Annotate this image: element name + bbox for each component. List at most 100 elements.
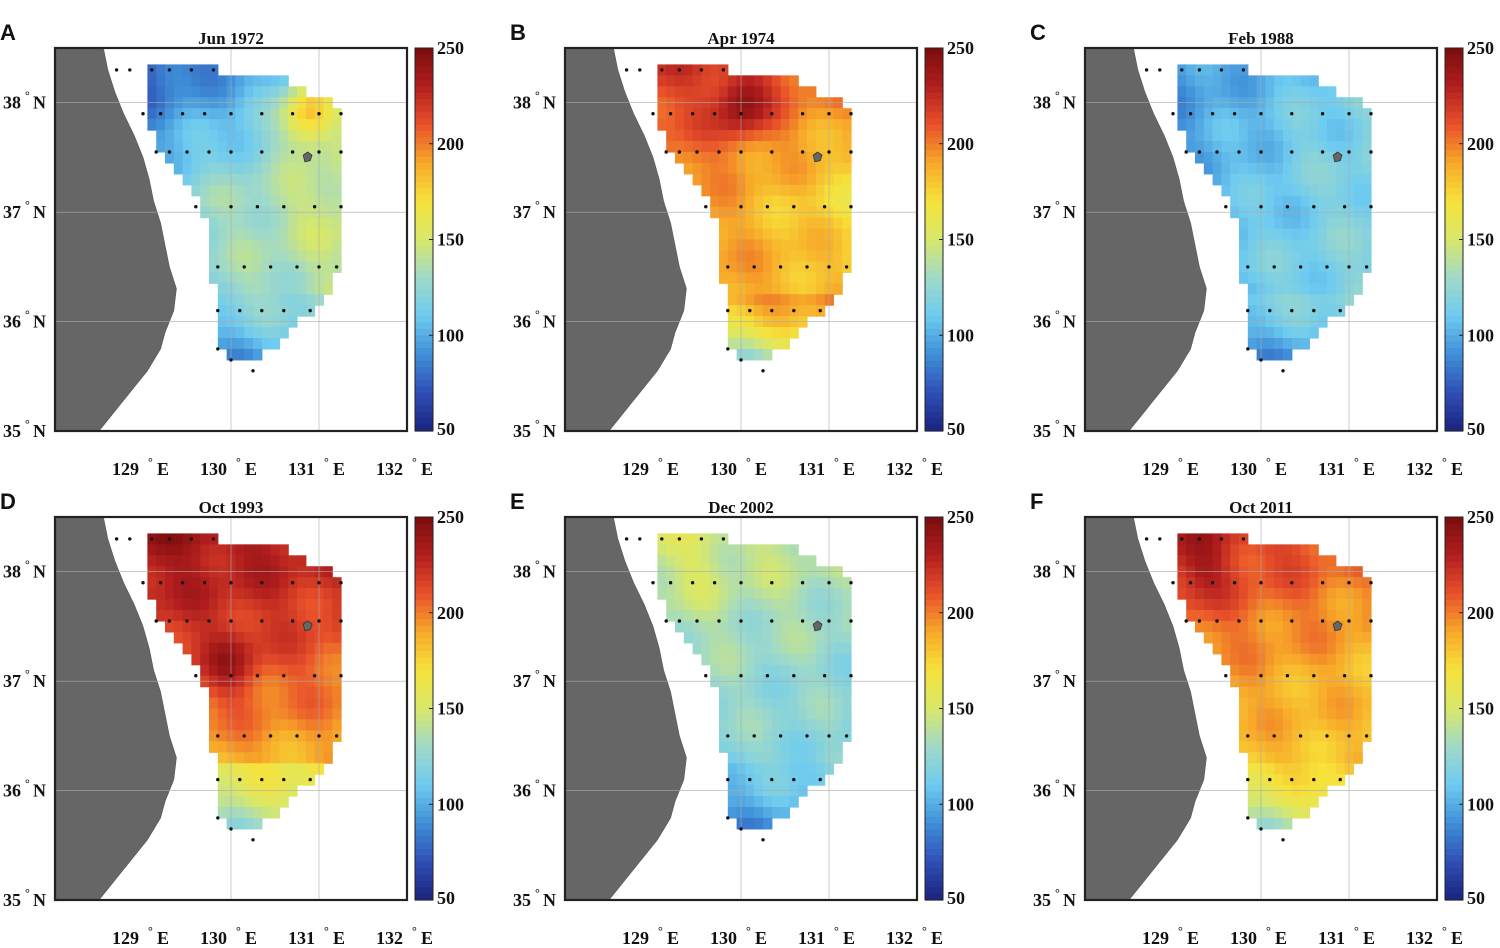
colorbar-segment (925, 137, 943, 145)
colorbar-segment (1445, 303, 1463, 311)
tick-hemisphere: N (543, 312, 556, 332)
heatmap-cell (1291, 86, 1302, 98)
tick-degree: ° (1442, 924, 1447, 938)
heatmap-cell (833, 752, 843, 764)
station-dot (1215, 619, 1219, 623)
colorbar-segment (415, 804, 433, 812)
heatmap-cell (297, 730, 307, 742)
heatmap-cell (1256, 250, 1266, 262)
heatmap-cell (279, 130, 289, 142)
heatmap-cell (323, 599, 333, 611)
heatmap-cell (235, 261, 245, 273)
heatmap-cell (270, 108, 280, 120)
station-dot (317, 581, 321, 585)
heatmap-cell (1265, 151, 1275, 164)
heatmap-cell (261, 730, 272, 742)
grid-lines (55, 48, 407, 431)
heatmap-cell (807, 239, 817, 252)
colorbar-segment (925, 124, 943, 132)
heatmap-cell (244, 774, 254, 786)
heatmap-cell (683, 533, 694, 545)
heatmap-cell (789, 108, 799, 120)
colorbar-segment (415, 529, 433, 537)
heatmap-cell (1362, 620, 1372, 633)
heatmap-cell (771, 774, 782, 786)
heatmap-cell (675, 620, 685, 633)
heatmap-cell (1274, 75, 1284, 87)
colorbar-segment (415, 118, 433, 126)
heatmap-cell (1203, 130, 1214, 142)
heatmap-cell (692, 588, 702, 600)
heatmap-cell (754, 305, 764, 317)
heatmap-cell (1256, 239, 1266, 252)
heatmap-cell (727, 620, 738, 633)
heatmap-cell (763, 151, 773, 164)
heatmap-cell (798, 763, 808, 775)
heatmap-cell (200, 610, 210, 622)
tick-number: 35 (1033, 421, 1051, 441)
heatmap-cell (1274, 708, 1284, 721)
heatmap-cell (719, 239, 729, 252)
heatmap-cell (1318, 239, 1328, 252)
heatmap-cell (1256, 86, 1266, 98)
heatmap-cell (719, 741, 729, 753)
station-dot (1312, 674, 1316, 678)
heatmap-cell (1300, 294, 1310, 306)
heatmap-cell (780, 730, 790, 742)
station-dot (1342, 674, 1347, 678)
station-dot (1210, 112, 1215, 116)
heatmap-cell (288, 162, 298, 175)
heatmap-cell (279, 741, 289, 753)
heatmap-cell (745, 272, 755, 284)
heatmap-cell (833, 141, 843, 153)
heatmap-cell (244, 261, 254, 273)
heatmap-cell (1256, 774, 1266, 786)
colorbar-segment (415, 682, 433, 690)
heatmap-cell (1335, 195, 1346, 208)
colorbar-segment (925, 791, 943, 799)
heatmap-cell (1309, 642, 1319, 655)
heatmap-cell (754, 294, 764, 306)
heatmap-cell (209, 588, 219, 600)
panel-title: Jun 1972 (198, 29, 264, 48)
heatmap-cell (279, 173, 289, 186)
heatmap-cell (305, 719, 316, 731)
heatmap-cell (727, 119, 738, 131)
tick-degree: ° (535, 667, 540, 681)
heatmap-cell (727, 752, 738, 764)
heatmap-cell (798, 151, 808, 164)
heatmap-cell (182, 173, 192, 186)
colorbar-segment (925, 644, 943, 652)
heatmap-cell (200, 86, 210, 98)
heatmap-cell (833, 217, 843, 230)
colorbar-segment (1445, 625, 1463, 633)
panel-title: Feb 1988 (1228, 29, 1294, 48)
heatmap-cell (1221, 151, 1231, 164)
colorbar-segment (925, 893, 943, 901)
heatmap-cell (780, 577, 790, 589)
heatmap-cell (1309, 195, 1319, 208)
heatmap-cell (798, 774, 808, 786)
heatmap-cell (1283, 239, 1293, 252)
tick-degree: ° (535, 198, 540, 212)
heatmap-cell (253, 610, 263, 622)
heatmap-cell (217, 806, 228, 819)
heatmap-cell (727, 642, 738, 655)
heatmap-cell (1291, 239, 1302, 252)
heatmap-cell (1203, 577, 1214, 589)
heatmap-cell (279, 730, 289, 742)
heatmap-cell (1195, 577, 1205, 589)
colorbar-segment (1445, 663, 1463, 671)
heatmap-cell (1256, 620, 1266, 633)
heatmap-cell (1300, 806, 1310, 819)
heatmap-cell (745, 228, 755, 241)
colorbar-segment (925, 855, 943, 863)
station-dot (699, 537, 704, 541)
heatmap-cell (1283, 741, 1293, 753)
station-dot (180, 112, 185, 116)
station-dot (211, 68, 216, 72)
y-tick-label: 37 ° N (1033, 667, 1076, 691)
colorbar-segment (925, 86, 943, 94)
heatmap-cell (297, 261, 307, 273)
station-dot (805, 265, 809, 269)
